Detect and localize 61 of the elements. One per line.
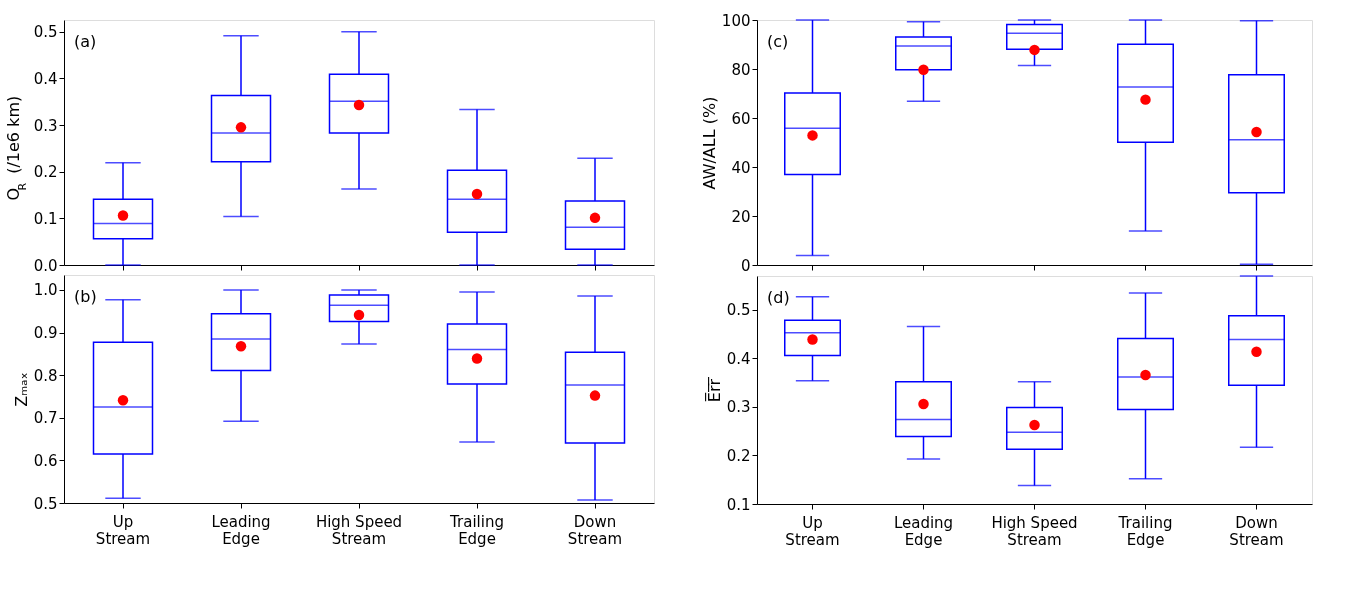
y-tick-label: 100 (721, 11, 751, 30)
x-tick-label: Up Stream (95, 512, 151, 548)
point (589, 390, 601, 401)
annotation: (c) (767, 32, 789, 51)
y-tick-label: 0.9 (33, 324, 58, 343)
y-axis-title: Zₘₐₓ (11, 372, 31, 407)
x-tick-label: High Speed Stream (991, 513, 1078, 549)
point (589, 212, 601, 224)
point (1029, 44, 1040, 56)
y-axis-title: OR (/1e6 km) (4, 95, 29, 201)
y-tick-label: 60 (731, 109, 751, 128)
y-tick-label: 0.6 (33, 451, 58, 470)
y-tick-label: 0.5 (726, 301, 751, 320)
x-tick-label: Leading Edge (211, 512, 271, 548)
point (1029, 419, 1040, 431)
point (918, 64, 929, 75)
y-tick-label: 0.2 (33, 163, 58, 182)
point (235, 122, 247, 133)
y-tick-label: 20 (731, 207, 751, 226)
y-tick-label: 0.4 (33, 69, 58, 88)
y-tick-label: 0.2 (726, 446, 751, 465)
point (1140, 94, 1151, 105)
point (471, 353, 483, 364)
point (353, 309, 365, 321)
y-tick-label: 0.8 (33, 366, 58, 385)
point (117, 210, 129, 221)
y-axis-title: E̅r̅r̅ (704, 376, 724, 403)
point (235, 340, 247, 352)
annotation: (b) (74, 287, 97, 306)
x-tick-label: Down Stream (567, 512, 623, 548)
y-axis-title: AW/ALL (%) (699, 96, 719, 190)
point (471, 188, 483, 200)
y-tick-label: 0.4 (726, 349, 751, 368)
x-tick-label: High Speed Stream (315, 512, 403, 548)
y-tick-label: 0.3 (726, 398, 751, 417)
point (353, 99, 365, 111)
x-tick-label: Trailing Edge (1117, 513, 1173, 549)
annotation: (a) (74, 32, 97, 51)
point (918, 398, 929, 410)
x-tick-label: Up Stream (785, 513, 840, 549)
y-tick-label: 0.5 (33, 494, 58, 513)
x-tick-label: Down Stream (1229, 513, 1284, 549)
x-tick-label: Leading Edge (893, 513, 954, 549)
y-tick-label: 1.0 (33, 281, 58, 300)
y-tick-label: 0.0 (33, 256, 58, 275)
y-tick-label: 0.1 (726, 495, 751, 514)
point (1251, 346, 1262, 357)
y-tick-label: 80 (731, 60, 751, 79)
y-tick-label: 40 (731, 158, 751, 177)
y-tick-label: 0.1 (33, 209, 58, 228)
point (1251, 126, 1262, 138)
x-tick-label: Trailing Edge (449, 512, 504, 548)
y-tick-label: 0.7 (33, 409, 58, 428)
point (117, 395, 129, 406)
point (807, 334, 818, 345)
y-tick-label: 0.3 (33, 116, 58, 135)
point (1140, 369, 1151, 381)
y-tick-label: 0.5 (33, 23, 58, 42)
annotation: (d) (767, 288, 790, 307)
y-tick-label: 0 (740, 256, 751, 275)
point (807, 130, 818, 141)
